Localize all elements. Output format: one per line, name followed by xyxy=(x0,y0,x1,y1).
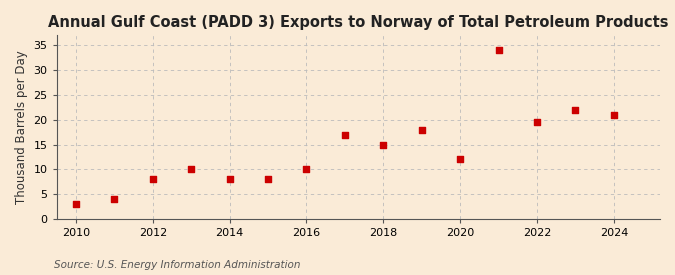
Point xyxy=(493,48,504,53)
Point xyxy=(416,127,427,132)
Point xyxy=(186,167,196,172)
Point xyxy=(263,177,273,182)
Point xyxy=(340,132,350,137)
Point xyxy=(570,108,581,112)
Point xyxy=(70,202,81,206)
Y-axis label: Thousand Barrels per Day: Thousand Barrels per Day xyxy=(15,50,28,204)
Title: Annual Gulf Coast (PADD 3) Exports to Norway of Total Petroleum Products: Annual Gulf Coast (PADD 3) Exports to No… xyxy=(48,15,669,30)
Point xyxy=(147,177,158,182)
Text: Source: U.S. Energy Information Administration: Source: U.S. Energy Information Administ… xyxy=(54,260,300,270)
Point xyxy=(224,177,235,182)
Point xyxy=(301,167,312,172)
Point xyxy=(109,197,119,201)
Point xyxy=(378,142,389,147)
Point xyxy=(455,157,466,162)
Point xyxy=(608,112,619,117)
Point xyxy=(532,120,543,124)
